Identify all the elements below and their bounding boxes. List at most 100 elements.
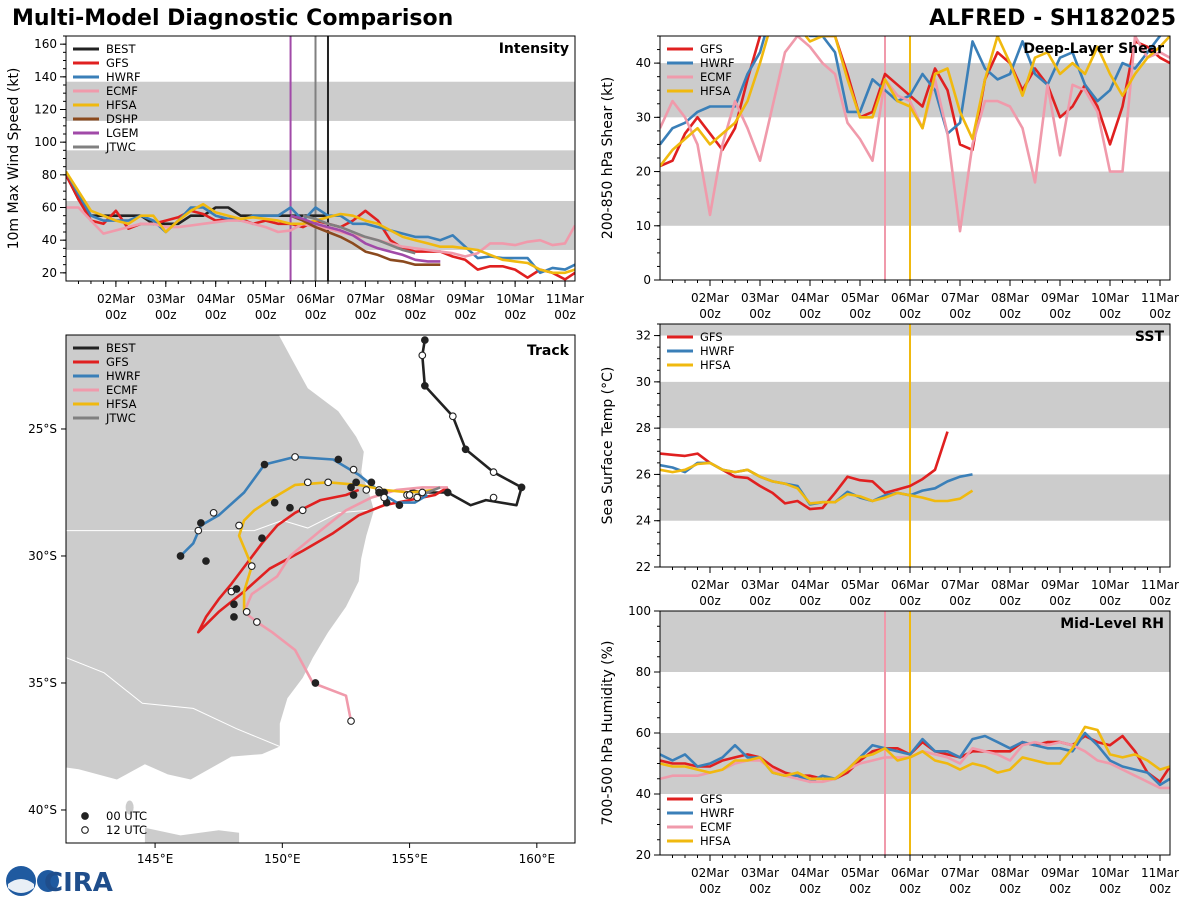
x-tick-label-date: 10Mar [496, 292, 534, 306]
x-tick-label-time: 00z [155, 308, 177, 322]
x-tick-label: 145°E [137, 852, 174, 866]
track-point-12utc [418, 351, 427, 360]
y-tick-label: 120 [34, 103, 57, 117]
legend-label: GFS [106, 355, 129, 369]
y-tick-label: 20 [636, 848, 651, 862]
y-tick-label: 80 [42, 168, 57, 182]
x-tick-label-date: 11Mar [1141, 578, 1179, 592]
legend-label: 00 UTC [106, 809, 147, 823]
track-point-00utc [349, 491, 358, 499]
x-tick-label-date: 02Mar [691, 866, 729, 880]
y-axis-label: 10m Max Wind Speed (kt) [6, 68, 22, 250]
legend-label: GFS [700, 42, 723, 56]
track-point-12utc [349, 465, 358, 474]
track-point-12utc [405, 491, 414, 499]
legend-label: BEST [106, 42, 136, 56]
panel-title: SST [1135, 329, 1165, 345]
x-tick-label-time: 00z [949, 307, 971, 321]
x-tick-label-time: 00z [1049, 594, 1071, 608]
x-tick-label-date: 11Mar [1141, 866, 1179, 880]
series-line-hwrf [660, 731, 1170, 787]
y-axis-label: 200-850 hPa Shear (kt) [600, 77, 616, 239]
x-tick-label-date: 11Mar [1141, 291, 1179, 305]
x-tick-label-time: 00z [554, 308, 576, 322]
x-tick-label-date: 07Mar [941, 578, 979, 592]
track-point-00utc [230, 613, 238, 621]
x-tick-label-time: 00z [749, 594, 771, 608]
track-point-12utc [448, 412, 457, 421]
x-tick-label-date: 04Mar [791, 291, 829, 305]
track-point-00utc [176, 552, 185, 560]
y-tick-label: 25°S [28, 422, 57, 436]
cira-logo-text: CIRA [44, 868, 113, 898]
x-tick-label-time: 00z [255, 308, 277, 322]
x-tick-label-time: 00z [1049, 307, 1071, 321]
x-tick-label-time: 00z [999, 882, 1021, 896]
track-point-00utc [230, 600, 238, 609]
track-point-00utc [311, 679, 320, 687]
track-point-00utc [420, 381, 429, 390]
shaded-band [660, 733, 1170, 794]
legend-label: HWRF [700, 344, 735, 358]
x-tick-label-time: 00z [105, 308, 127, 322]
x-tick-label-time: 00z [699, 882, 721, 896]
noaa-wave-icon [8, 879, 34, 893]
land-king-island [125, 800, 134, 815]
legend-label: HFSA [700, 834, 731, 848]
x-tick-label: 150°E [264, 852, 301, 866]
x-tick-label-date: 06Mar [891, 866, 929, 880]
shaded-band [660, 474, 1170, 521]
track-point-00utc [347, 483, 355, 492]
shaded-band [660, 611, 1170, 672]
x-tick-label-time: 00z [999, 594, 1021, 608]
x-tick-label-date: 08Mar [991, 578, 1029, 592]
legend-label: GFS [700, 330, 723, 344]
map-group [66, 335, 526, 843]
y-tick-label: 80 [636, 665, 651, 679]
track-point-12utc [489, 493, 498, 502]
panel-rh: 20 40 60 80 100 700-500 hPa Humidity (%) 02Mar… [600, 604, 1179, 896]
track-point-00utc [352, 478, 360, 487]
y-axis-label: 700-500 hPa Humidity (%) [600, 641, 616, 826]
y-tick-label: 40 [636, 787, 651, 801]
x-tick-label-date: 02Mar [691, 578, 729, 592]
x-tick-label-date: 05Mar [841, 578, 879, 592]
track-point-12utc [194, 526, 203, 535]
track-point-12utc [242, 608, 251, 616]
x-tick-label-date: 05Mar [247, 292, 285, 306]
series-group [660, 725, 1170, 790]
x-tick-label-time: 00z [849, 882, 871, 896]
series-line-hfsa [660, 461, 974, 505]
track-point-12utc [418, 488, 427, 497]
x-tick-label-time: 00z [1049, 882, 1071, 896]
y-axis-label: Sea Surface Temp (°C) [600, 367, 616, 525]
x-tick-label-date: 04Mar [791, 578, 829, 592]
x-tick-label-date: 05Mar [841, 866, 879, 880]
legend-label: HWRF [700, 806, 735, 820]
legend-label: JTWC [105, 140, 136, 154]
track-line-best [409, 339, 523, 507]
x-tick-label-date: 10Mar [1091, 291, 1129, 305]
figure-title-left: Multi-Model Diagnostic Comparison [12, 6, 454, 31]
legend-label: HFSA [106, 397, 137, 411]
track-point-12utc [209, 508, 218, 517]
x-tick-label-date: 08Mar [991, 866, 1029, 880]
panel-intensity: 20 40 60 80 100 120 140 160 10m Max Wind Speed (… [6, 35, 584, 322]
x-tick-label-date: 09Mar [446, 292, 484, 306]
x-tick-label-time: 00z [699, 307, 721, 321]
track-point-12utc [489, 468, 498, 477]
y-tick-label: 140 [34, 70, 57, 84]
track-point-12utc [303, 478, 312, 487]
panel-title: Track [527, 343, 570, 359]
x-tick-label-date: 02Mar [691, 291, 729, 305]
y-tick-label: 24 [636, 514, 651, 528]
x-tick-label-date: 03Mar [147, 292, 185, 306]
x-tick-label-date: 09Mar [1041, 291, 1079, 305]
shaded-band [660, 171, 1170, 226]
track-point-00utc [260, 460, 269, 469]
series-line-lgem [290, 214, 441, 263]
x-tick-label-time: 00z [405, 308, 427, 322]
series-line-hfsa [660, 725, 1170, 781]
cira-globe-icon [37, 870, 59, 892]
